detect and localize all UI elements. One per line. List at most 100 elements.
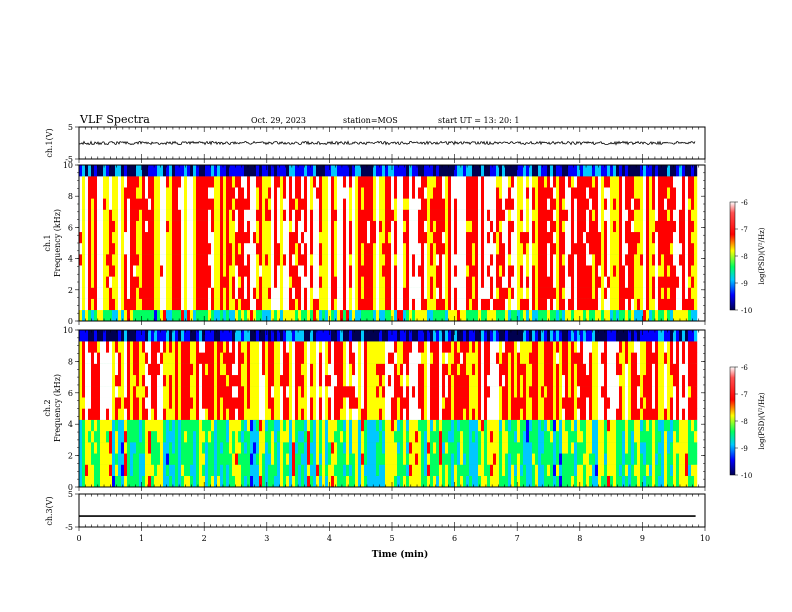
- spectrogram-cell: [178, 475, 182, 488]
- spectrogram-cell: [310, 298, 314, 311]
- spectrogram-cell: [184, 243, 188, 255]
- spectrogram-cell: [121, 397, 125, 409]
- spectrogram-cell: [238, 408, 242, 420]
- spectrogram-cell: [97, 442, 101, 454]
- spectrogram-cell: [211, 176, 215, 188]
- spectrogram-cell: [208, 341, 212, 353]
- spectrogram-cell: [427, 176, 431, 188]
- spectrogram-cell: [514, 442, 518, 454]
- spectrogram-cell: [667, 176, 671, 188]
- spectrogram-cell: [520, 363, 524, 376]
- spectrogram-cell: [499, 464, 503, 476]
- spectrogram-cell: [259, 209, 263, 221]
- spectrogram-cell: [694, 165, 698, 177]
- spectrogram-cell: [487, 165, 491, 177]
- spectrogram-cell: [370, 397, 374, 409]
- spectrogram-cell: [82, 231, 86, 244]
- spectrogram-cell: [163, 453, 167, 465]
- spectrogram-cell: [373, 386, 377, 398]
- spectrogram-cell: [169, 408, 173, 420]
- spectrogram-cell: [298, 309, 302, 322]
- spectrogram-cell: [226, 430, 230, 443]
- spectrogram-cell: [100, 254, 104, 266]
- spectrogram-cell: [94, 254, 98, 266]
- spectrogram-cell: [160, 475, 164, 488]
- spectrogram-cell: [262, 430, 266, 443]
- spectrogram-cell: [487, 176, 491, 188]
- spectrogram-cell: [469, 309, 473, 322]
- spectrogram-cell: [637, 254, 641, 266]
- spectrogram-cell: [556, 187, 560, 199]
- spectrogram-cell: [469, 408, 473, 420]
- spectrogram-cell: [496, 265, 500, 277]
- spectrogram-cell: [337, 374, 341, 387]
- spectrogram-cell: [268, 276, 272, 288]
- spectrogram-cell: [601, 243, 605, 255]
- spectrogram-cell: [250, 209, 254, 221]
- spectrogram-cell: [376, 309, 380, 322]
- spectrogram-cell: [679, 309, 683, 322]
- spectrogram-cell: [526, 276, 530, 288]
- spectrogram-cell: [244, 352, 248, 364]
- spectrogram-cell: [214, 254, 218, 266]
- spectrogram-cell: [613, 198, 617, 210]
- spectrogram-cell: [463, 176, 467, 188]
- spectrogram-cell: [592, 209, 596, 221]
- spectrogram-cell: [517, 309, 521, 322]
- spectrogram-cell: [229, 408, 233, 420]
- spectrogram-cell: [226, 176, 230, 188]
- spectrogram-cell: [364, 386, 368, 398]
- spectrogram-cell: [136, 287, 140, 299]
- spectrogram-cell: [514, 231, 518, 244]
- spectrogram-cell: [154, 243, 158, 255]
- spectrogram-cell: [166, 464, 170, 476]
- spectrogram-cell: [292, 309, 296, 322]
- spectrogram-cell: [379, 330, 383, 342]
- spectrogram-cell: [307, 408, 311, 420]
- spectrogram-cell: [130, 419, 134, 432]
- spectrogram-cell: [97, 176, 101, 188]
- spectrogram-cell: [466, 397, 470, 409]
- spectrogram-cell: [511, 220, 515, 233]
- spectrogram-cell: [259, 363, 263, 376]
- spectrogram-cell: [259, 397, 263, 409]
- spectrogram-cell: [250, 165, 254, 177]
- spectrogram-cell: [331, 363, 335, 376]
- spectrogram-cell: [469, 287, 473, 299]
- spectrogram-cell: [388, 453, 392, 465]
- spectrogram-cell: [622, 243, 626, 255]
- spectrogram-cell: [625, 165, 629, 177]
- spectrogram-cell: [91, 464, 95, 476]
- spectrogram-cell: [487, 231, 491, 244]
- spectrogram-cell: [247, 453, 251, 465]
- spectrogram-cell: [346, 287, 350, 299]
- spectrogram-cell: [493, 254, 497, 266]
- spectrogram-cell: [232, 397, 236, 409]
- spectrogram-cell: [343, 287, 347, 299]
- spectrogram-cell: [265, 298, 269, 311]
- spectrogram-cell: [421, 453, 425, 465]
- spectrogram-cell: [121, 198, 125, 210]
- spectrogram-cell: [175, 231, 179, 244]
- spectrogram-cell: [610, 187, 614, 199]
- spectrogram-cell: [166, 330, 170, 342]
- spectrogram-cell: [457, 309, 461, 322]
- spectrogram-cell: [568, 220, 572, 233]
- spectrogram-cell: [394, 453, 398, 465]
- spectrogram-cell: [361, 475, 365, 488]
- spectrogram-cell: [421, 265, 425, 277]
- spectrogram-cell: [130, 220, 134, 233]
- spectrogram-cell: [121, 408, 125, 420]
- spectrogram-cell: [469, 276, 473, 288]
- spectrogram-cell: [298, 276, 302, 288]
- spectrogram-cell: [694, 298, 698, 311]
- spectrogram-cell: [490, 209, 494, 221]
- spectrogram-cell: [499, 209, 503, 221]
- spectrogram-cell: [226, 475, 230, 488]
- spectrogram-cell: [316, 374, 320, 387]
- spectrogram-cell: [670, 265, 674, 277]
- spectrogram-cell: [307, 309, 311, 322]
- spectrogram-cell: [157, 209, 161, 221]
- spectrogram-cell: [676, 243, 680, 255]
- spectrogram-cell: [454, 187, 458, 199]
